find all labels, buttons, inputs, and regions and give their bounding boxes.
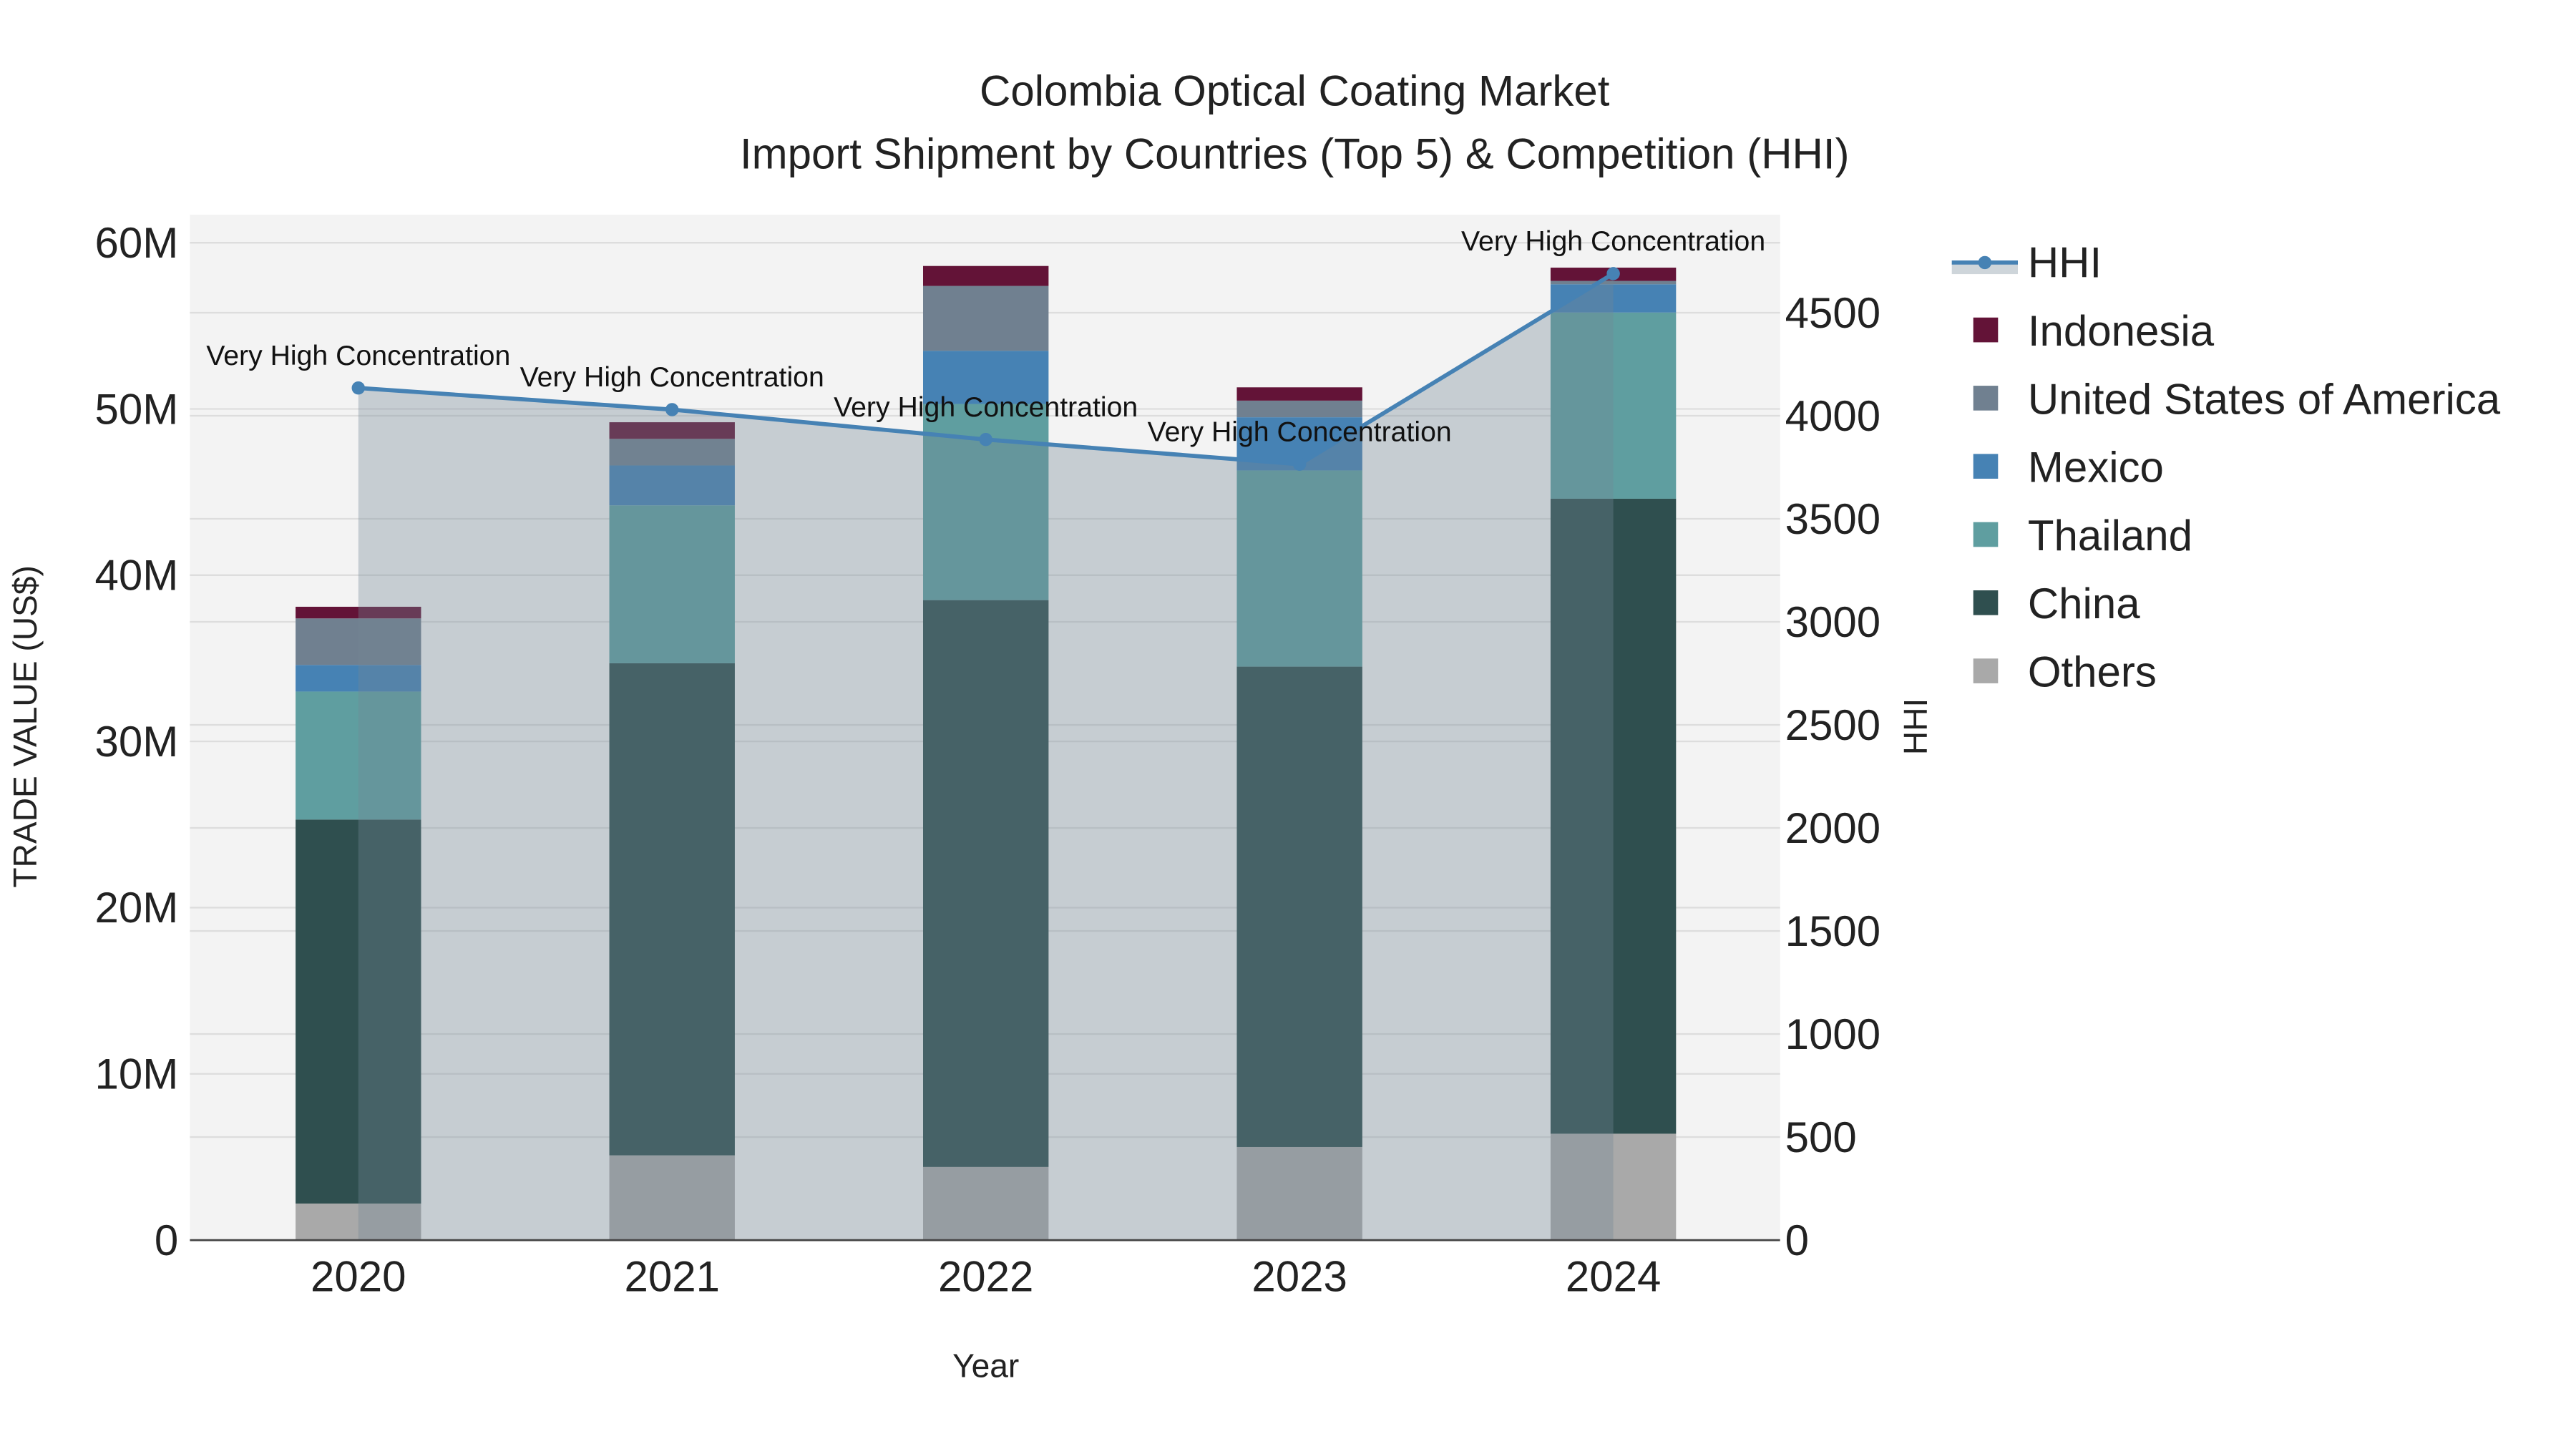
bar-others-2021: [609, 1155, 735, 1241]
x-axis-title: Year: [952, 1347, 1019, 1385]
legend-label: Thailand: [2028, 512, 2192, 560]
hhi-point-2023: [1292, 457, 1307, 471]
stacked-bars: [296, 265, 1677, 1241]
bar-thailand-2020: [296, 691, 421, 820]
legend-hhi-marker: [1978, 255, 1992, 270]
legend-label: Indonesia: [2028, 307, 2215, 355]
x-tick-label: 2021: [624, 1253, 719, 1301]
bar-indonesia-2020: [296, 606, 421, 619]
bar-china-2023: [1236, 666, 1362, 1147]
y2-tick-label: 2500: [1785, 701, 1880, 749]
y2-tick-label: 0: [1785, 1216, 1809, 1264]
y2-axis-title: HHI: [1897, 698, 1934, 755]
legend-item-others[interactable]: Others: [1973, 648, 2157, 696]
y-tick-label: 40M: [95, 552, 179, 600]
hhi-point-2024: [1606, 267, 1620, 280]
chart-subtitle: Import Shipment by Countries (Top 5) & C…: [740, 130, 1850, 177]
y2-tick-label: 4500: [1785, 289, 1880, 337]
bar-others-2023: [1236, 1146, 1362, 1241]
legend-item-mexico[interactable]: Mexico: [1973, 444, 2164, 492]
hhi-annotation-2023: Very High Concentration: [1148, 416, 1452, 447]
y2-tick-label: 3000: [1785, 598, 1880, 646]
hhi-point-2020: [351, 381, 365, 395]
x-tick-label: 2023: [1252, 1253, 1347, 1301]
legend-item-united-states-of-america[interactable]: United States of America: [1973, 375, 2501, 423]
y-tick-label: 20M: [95, 884, 179, 932]
bar-indonesia-2023: [1236, 387, 1362, 401]
bar-china-2024: [1550, 498, 1677, 1134]
hhi-point-2021: [665, 403, 679, 416]
legend-swatch: [1973, 386, 1999, 411]
bar-thailand-2024: [1550, 312, 1677, 499]
legend-label: United States of America: [2028, 375, 2501, 423]
y2-tick-label: 1500: [1785, 907, 1880, 955]
legend-label: Mexico: [2028, 444, 2164, 492]
x-tick-label: 2024: [1566, 1253, 1661, 1301]
y-tick-label: 30M: [95, 718, 179, 766]
legend-swatch: [1973, 658, 1999, 683]
hhi-point-2022: [979, 432, 992, 447]
legend-label: HHI: [2028, 239, 2102, 287]
bar-others-2020: [296, 1203, 421, 1241]
y2-tick-label: 1000: [1785, 1010, 1880, 1058]
hhi-annotation-2020: Very High Concentration: [206, 340, 510, 371]
y2-tick-label: 500: [1785, 1113, 1857, 1161]
legend-swatch: [1973, 317, 1999, 343]
bar-indonesia-2021: [609, 422, 735, 439]
y-axis-title: TRADE VALUE (US$): [6, 565, 44, 887]
hhi-area: [358, 273, 1614, 1241]
legend-item-hhi[interactable]: HHI: [1951, 239, 2102, 287]
x-tick-label: 2020: [311, 1253, 406, 1301]
hhi-annotation-2024: Very High Concentration: [1461, 225, 1765, 257]
bar-indonesia-2022: [923, 265, 1049, 286]
legend-item-thailand[interactable]: Thailand: [1973, 512, 2192, 560]
axes: 0 10M 20M 30M 40M 50M 60M 0 500 1000 1500 2000 2500 3…: [95, 219, 1881, 1301]
hhi-series: Very High Concentration Very High Concent…: [206, 225, 1765, 1241]
legend-swatch: [1973, 522, 1999, 547]
y-tick-label: 50M: [95, 385, 179, 433]
y-tick-label: 10M: [95, 1050, 179, 1098]
hhi-annotation-2022: Very High Concentration: [834, 391, 1138, 423]
legend: HHI Indonesia United States of America Mexi…: [1951, 239, 2501, 696]
bar-mexico-2022: [923, 351, 1049, 404]
x-tick-label: 2022: [938, 1253, 1033, 1301]
y2-tick-label: 3500: [1785, 495, 1880, 543]
y-tick-label: 0: [155, 1216, 178, 1264]
bar-china-2022: [923, 600, 1049, 1167]
legend-item-indonesia[interactable]: Indonesia: [1973, 307, 2215, 355]
bar-united-states-of-america-2022: [923, 286, 1049, 351]
bar-others-2024: [1550, 1133, 1677, 1241]
bar-thailand-2023: [1236, 470, 1362, 667]
bar-united-states-of-america-2021: [609, 439, 735, 466]
y2-tick-label: 4000: [1785, 392, 1880, 440]
bar-united-states-of-america-2023: [1236, 400, 1362, 418]
bar-mexico-2020: [296, 665, 421, 692]
y-tick-label: 60M: [95, 219, 179, 267]
bar-china-2020: [296, 819, 421, 1204]
bar-thailand-2021: [609, 505, 735, 663]
bar-others-2022: [923, 1166, 1049, 1241]
legend-label: China: [2028, 580, 2140, 628]
hhi-annotation-2021: Very High Concentration: [520, 361, 824, 393]
bar-china-2021: [609, 663, 735, 1156]
legend-label: Others: [2028, 648, 2157, 696]
bar-united-states-of-america-2020: [296, 618, 421, 665]
bar-mexico-2021: [609, 465, 735, 506]
y2-tick-label: 2000: [1785, 804, 1880, 852]
legend-item-china[interactable]: China: [1973, 580, 2141, 628]
bar-united-states-of-america-2024: [1550, 280, 1677, 285]
chart-title: Colombia Optical Coating Market: [980, 67, 1610, 115]
legend-swatch: [1973, 590, 1999, 615]
legend-swatch: [1973, 454, 1999, 479]
